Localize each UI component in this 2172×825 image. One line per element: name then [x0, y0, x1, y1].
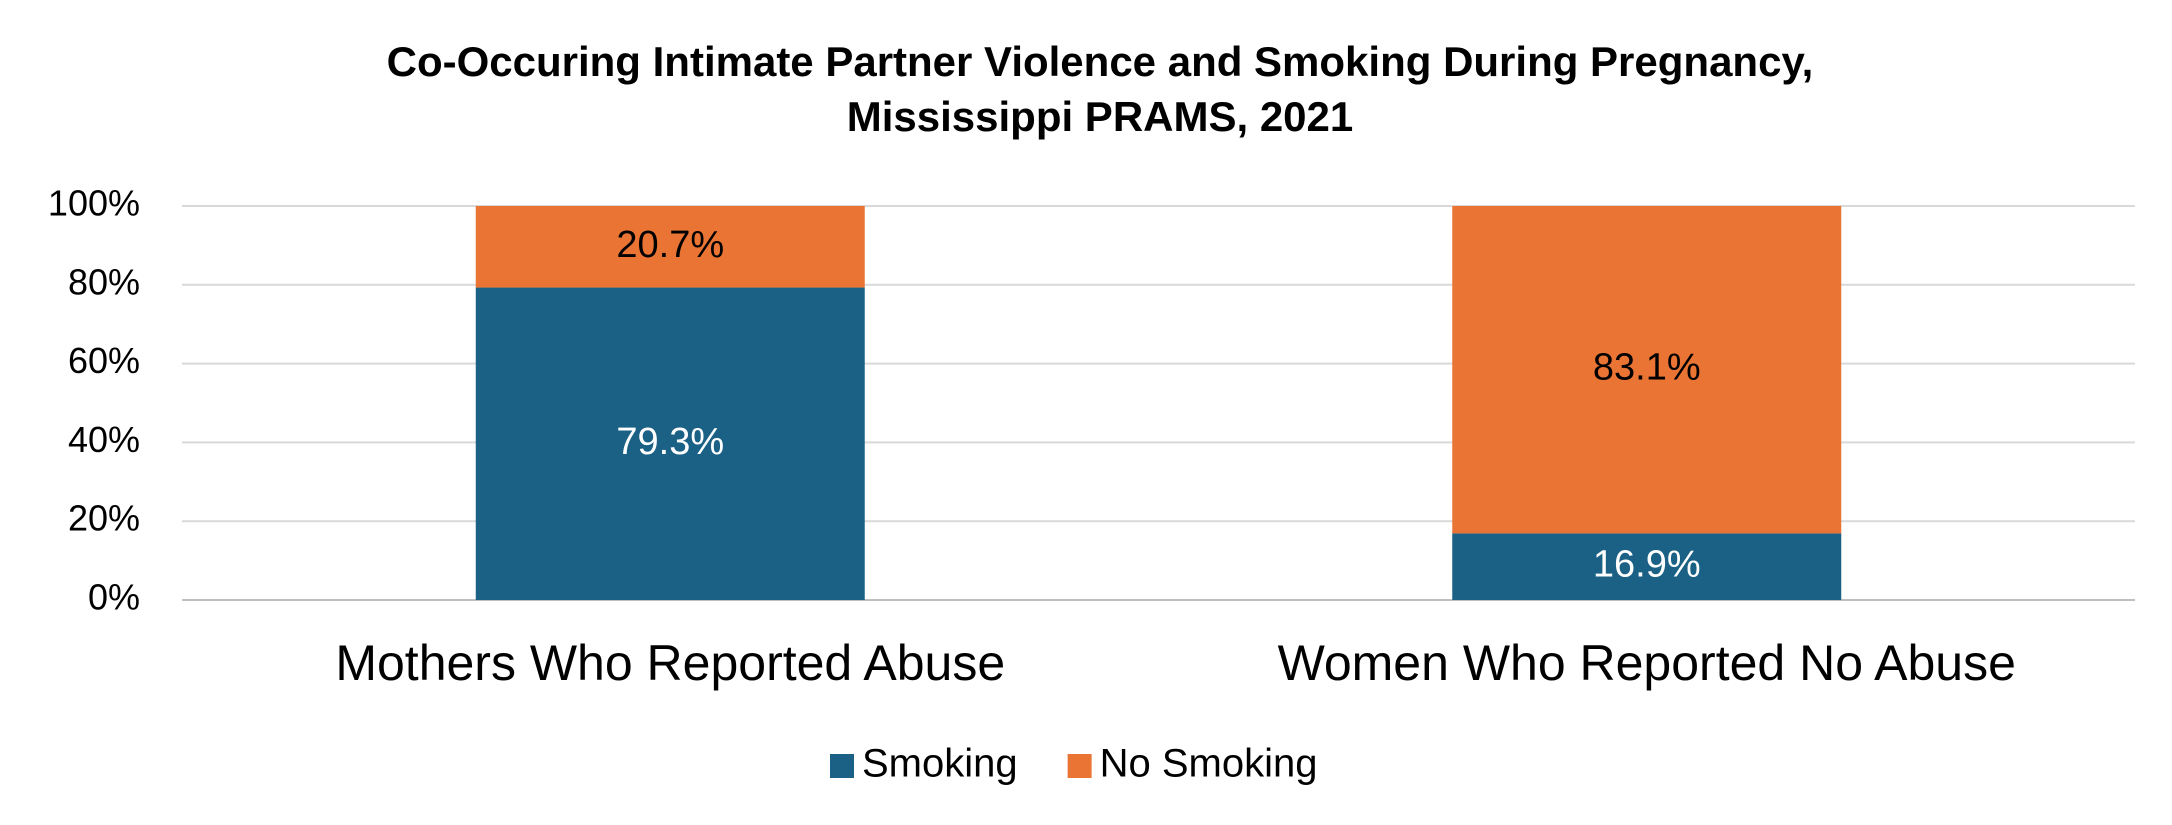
- bar-segment: [1452, 206, 1842, 534]
- bar-segment: [475, 287, 865, 600]
- x-tick-label: Women Who Reported No Abuse: [1278, 635, 2016, 691]
- legend-swatch: [830, 754, 854, 778]
- value-label: 79.3%: [616, 421, 724, 463]
- value-label: 16.9%: [1593, 544, 1701, 586]
- y-tick-label: 40%: [68, 419, 140, 460]
- y-tick-label: 80%: [68, 261, 140, 302]
- legend-label: Smoking: [862, 742, 1018, 786]
- legend-label: No Smoking: [1100, 742, 1318, 786]
- value-label: 83.1%: [1593, 347, 1701, 389]
- bar-segment: [1452, 533, 1842, 600]
- chart-title: Co-Occuring Intimate Partner Violence an…: [387, 38, 1814, 85]
- y-tick-label: 20%: [68, 498, 140, 539]
- y-tick-label: 60%: [68, 340, 140, 381]
- value-label: 20.7%: [616, 224, 724, 266]
- chart-title: Mississippi PRAMS, 2021: [847, 93, 1354, 140]
- legend-swatch: [1067, 754, 1092, 778]
- bar-segment: [475, 206, 865, 288]
- x-tick-label: Mothers Who Reported Abuse: [335, 635, 1005, 691]
- y-tick-label: 100%: [48, 183, 140, 224]
- y-tick-label: 0%: [88, 577, 140, 618]
